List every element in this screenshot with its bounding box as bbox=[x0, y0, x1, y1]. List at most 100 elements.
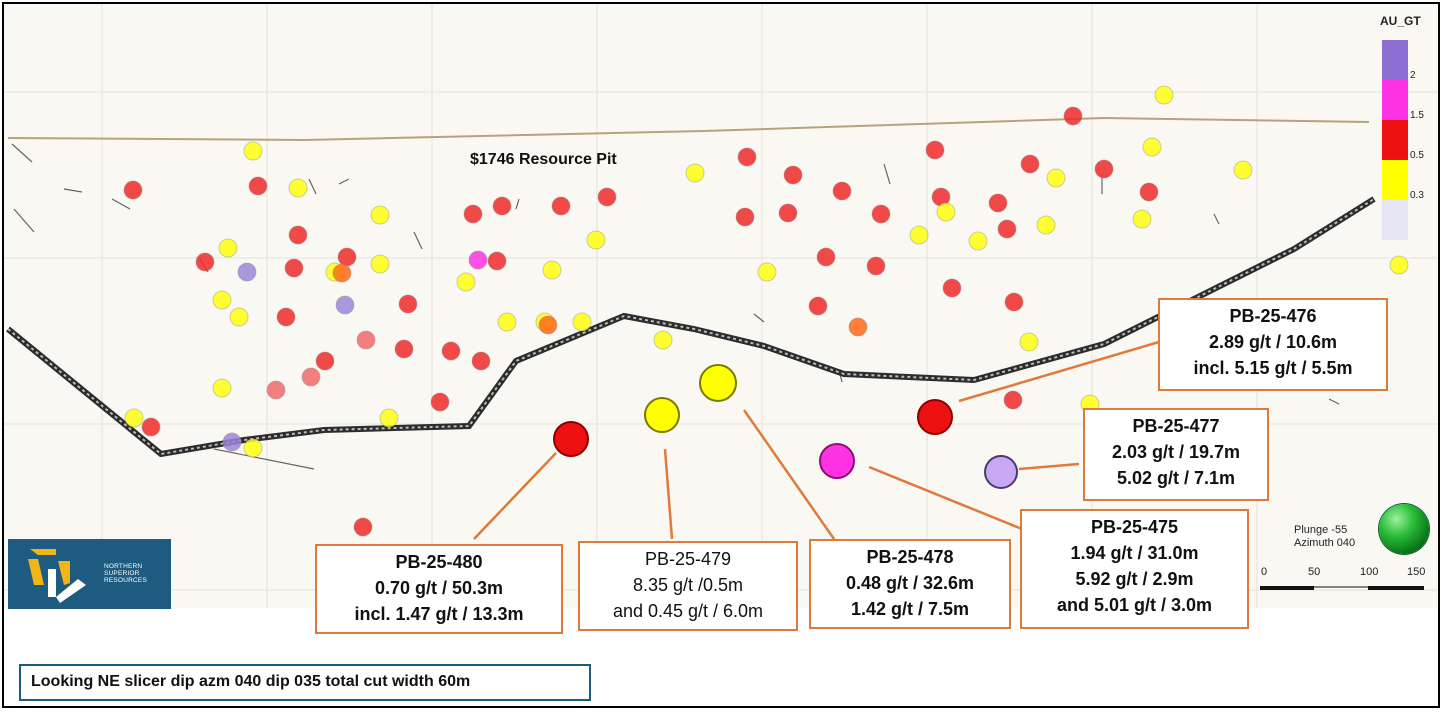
assay-sample-marker bbox=[653, 330, 673, 350]
logo-text: NORTHERN SUPERIOR RESOURCES bbox=[104, 563, 147, 584]
callout-line: PB-25-475 bbox=[1090, 517, 1179, 537]
assay-sample-marker bbox=[1389, 255, 1409, 275]
assay-sample-marker bbox=[141, 417, 161, 437]
callout-line: 5.02 g/t / 7.1m bbox=[1116, 468, 1236, 488]
assay-sample-marker bbox=[492, 196, 512, 216]
assay-sample-marker bbox=[866, 256, 886, 276]
assay-sample-marker bbox=[936, 202, 956, 222]
assay-sample-marker bbox=[551, 196, 571, 216]
assay-sample-marker bbox=[1132, 209, 1152, 229]
assay-sample-marker bbox=[1004, 292, 1024, 312]
legend-tick-0-3: 0.3 bbox=[1410, 190, 1424, 201]
assay-sample-marker bbox=[229, 307, 249, 327]
drill-trace bbox=[111, 198, 131, 210]
legend-swatch-gt2 bbox=[1382, 40, 1408, 80]
callout-leaders bbox=[473, 340, 1160, 540]
assay-sample-marker bbox=[778, 203, 798, 223]
legend-swatch-0-5 bbox=[1382, 120, 1408, 160]
assay-sample-marker bbox=[335, 295, 355, 315]
assay-sample-marker bbox=[370, 254, 390, 274]
drill-trace bbox=[11, 143, 33, 163]
assay-sample-marker bbox=[735, 207, 755, 227]
assay-sample-marker bbox=[909, 225, 929, 245]
intercept-pb-25-480 bbox=[553, 421, 589, 457]
assay-sample-marker bbox=[394, 339, 414, 359]
assay-sample-marker bbox=[1003, 390, 1023, 410]
assay-sample-marker bbox=[398, 294, 418, 314]
cross-section-plot: $1746 Resource Pit AU_GT 2 1.5 0.5 0.3 P… bbox=[4, 4, 1438, 634]
callout-line: 1.94 g/t / 31.0m bbox=[1070, 543, 1199, 563]
legend-tick-1-5: 1.5 bbox=[1410, 110, 1424, 121]
azimuth-label: Azimuth 040 bbox=[1294, 537, 1356, 549]
drill-trace bbox=[1213, 213, 1220, 225]
drill-trace bbox=[338, 178, 350, 185]
assay-sample-marker bbox=[212, 378, 232, 398]
legend-swatch-low bbox=[1382, 200, 1408, 240]
assay-sample-marker bbox=[356, 330, 376, 350]
callout-line: 2.03 g/t / 19.7m bbox=[1111, 442, 1241, 462]
callout-line: PB-25-478 bbox=[866, 547, 954, 567]
assay-sample-marker bbox=[538, 315, 558, 335]
assay-sample-marker bbox=[243, 141, 263, 161]
assay-sample-marker bbox=[248, 176, 268, 196]
assay-sample-marker bbox=[195, 252, 215, 272]
assay-sample-marker bbox=[942, 278, 962, 298]
legend-swatch-1-5 bbox=[1382, 80, 1408, 120]
assay-sample-marker bbox=[808, 296, 828, 316]
assay-sample-marker bbox=[572, 312, 592, 332]
assay-sample-marker bbox=[832, 181, 852, 201]
intercept-pb-25-476 bbox=[917, 399, 953, 435]
assay-sample-marker bbox=[1020, 154, 1040, 174]
drill-trace bbox=[515, 198, 520, 210]
assay-sample-marker bbox=[284, 258, 304, 278]
legend-tick-2: 2 bbox=[1410, 70, 1416, 81]
drill-trace bbox=[63, 188, 83, 193]
callout-line: 0.48 g/t / 32.6m bbox=[845, 573, 975, 593]
callout-line: incl. 5.15 g/t / 5.5m bbox=[1193, 358, 1353, 378]
drill-trace bbox=[413, 231, 423, 250]
grade-legend-bar bbox=[1382, 40, 1408, 240]
assay-sample-marker bbox=[441, 341, 461, 361]
drill-trace bbox=[1328, 398, 1340, 405]
assay-sample-marker bbox=[1142, 137, 1162, 157]
logo-text-line: SUPERIOR bbox=[104, 570, 140, 577]
callout-pb-25-475: PB-25-475 1.94 g/t / 31.0m 5.92 g/t / 2.… bbox=[1020, 509, 1249, 629]
assay-sample-marker bbox=[276, 307, 296, 327]
logo-text-line: RESOURCES bbox=[104, 577, 147, 584]
assay-sample-marker bbox=[1094, 159, 1114, 179]
assay-sample-marker bbox=[463, 204, 483, 224]
callout-pb-25-480: PB-25-480 0.70 g/t / 50.3m incl. 1.47 g/… bbox=[315, 544, 563, 634]
logo-mark-icon bbox=[28, 549, 86, 603]
assay-sample-marker bbox=[337, 247, 357, 267]
assay-samples bbox=[123, 85, 1409, 537]
assay-sample-marker bbox=[243, 438, 263, 458]
callout-line: and 5.01 g/t / 3.0m bbox=[1056, 595, 1213, 615]
assay-sample-marker bbox=[1063, 106, 1083, 126]
company-logo: NORTHERN SUPERIOR RESOURCES bbox=[8, 539, 171, 609]
assay-sample-marker bbox=[968, 231, 988, 251]
assay-sample-marker bbox=[212, 290, 232, 310]
callout-line: 1.42 g/t / 7.5m bbox=[850, 599, 970, 619]
assay-sample-marker bbox=[1046, 168, 1066, 188]
callout-line: and 0.45 g/t / 6.0m bbox=[612, 601, 764, 621]
scale-label-100: 100 bbox=[1360, 566, 1379, 578]
assay-sample-marker bbox=[237, 262, 257, 282]
view-orientation-text: Plunge -55 Azimuth 040 bbox=[1294, 524, 1355, 550]
assay-sample-marker bbox=[848, 317, 868, 337]
pit-label: $1746 Resource Pit bbox=[470, 151, 617, 168]
callout-line: incl. 1.47 g/t / 13.3m bbox=[354, 604, 524, 624]
assay-sample-marker bbox=[497, 312, 517, 332]
section-scene bbox=[4, 4, 1438, 608]
assay-sample-marker bbox=[1154, 85, 1174, 105]
assay-sample-marker bbox=[332, 263, 352, 283]
callout-pb-25-479: PB-25-479 8.35 g/t /0.5m and 0.45 g/t / … bbox=[578, 541, 798, 631]
assay-sample-marker bbox=[315, 351, 335, 371]
assay-sample-marker bbox=[988, 193, 1008, 213]
assay-sample-marker bbox=[123, 180, 143, 200]
drill-trace bbox=[213, 448, 315, 470]
assay-sample-marker bbox=[379, 408, 399, 428]
callout-line: 0.70 g/t / 50.3m bbox=[374, 578, 504, 598]
pit-shell-outline bbox=[6, 196, 1376, 458]
drill-trace bbox=[883, 163, 891, 185]
